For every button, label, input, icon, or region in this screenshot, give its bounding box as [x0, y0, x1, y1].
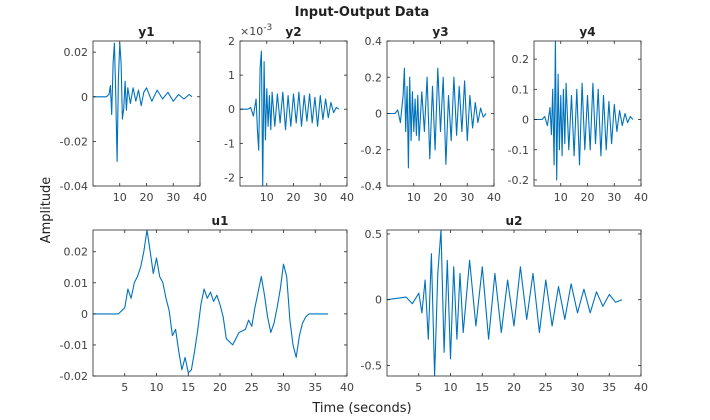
subplot-title: y3	[432, 25, 448, 39]
x-tick-label: 40	[487, 191, 501, 204]
x-tick-label: 40	[340, 191, 354, 204]
y-tick-label: 2	[228, 35, 235, 48]
x-tick-label: 25	[245, 381, 259, 394]
x-tick-label: 5	[415, 381, 422, 394]
x-axis-label: Time (seconds)	[311, 401, 411, 416]
y-tick-label: 0	[522, 114, 529, 127]
subplot-title: u2	[506, 214, 523, 228]
y-tick-label: 0	[375, 108, 382, 121]
y-tick-label: -0.01	[60, 339, 88, 352]
subplot-title: y2	[285, 25, 301, 39]
y-tick-label: 0.1	[512, 83, 530, 96]
y-tick-label: -0.4	[361, 180, 382, 193]
y-tick-label: 0.02	[64, 46, 89, 59]
x-tick-label: 40	[634, 191, 648, 204]
y-tick-label: 0.2	[365, 71, 383, 84]
y-exponent-label: ×10-3	[240, 23, 272, 38]
y-tick-label: 0.4	[365, 35, 383, 48]
y-tick-label: 1	[228, 69, 235, 82]
y-tick-label: -0.02	[60, 370, 88, 383]
x-tick-label: 10	[260, 191, 274, 204]
figure-title: Input-Output Data	[295, 5, 430, 20]
y-tick-label: -0.2	[508, 174, 529, 187]
x-tick-label: 30	[313, 191, 327, 204]
series-line-u1	[93, 230, 328, 374]
y-tick-label: -0.1	[508, 144, 529, 157]
x-tick-label: 15	[475, 381, 489, 394]
x-tick-label: 10	[554, 191, 568, 204]
subplot-u1: 5 10 15 20 25 30 35 40 -0.02 -0.01 0 0.01 0.02 u1	[60, 214, 354, 394]
y-tick-label: 0	[81, 91, 88, 104]
x-tick-label: 40	[634, 381, 648, 394]
subplot-y2: 10 20 30 40 -2 -1 0 1 2 y2 ×10-3	[224, 23, 354, 204]
x-tick-label: 5	[121, 381, 128, 394]
series-line-y1	[93, 42, 193, 163]
y-tick-label: -0.5	[361, 359, 382, 372]
y-tick-label: 0.02	[64, 246, 89, 259]
x-tick-label: 20	[434, 191, 448, 204]
y-tick-label: 0	[81, 308, 88, 321]
y-tick-label: 0.5	[365, 228, 383, 241]
y-tick-label: 0	[228, 103, 235, 116]
x-tick-label: 30	[277, 381, 291, 394]
x-tick-label: 35	[602, 381, 616, 394]
subplot-y4: 10 20 30 40 -0.2 -0.1 0 0.1 0.2 y4	[508, 25, 648, 204]
y-tick-label: -2	[224, 171, 235, 184]
series-line-u2	[387, 230, 623, 376]
y-tick-label: 0.2	[512, 53, 530, 66]
x-tick-label: 30	[571, 381, 585, 394]
y-tick-label: -0.2	[361, 144, 382, 157]
x-tick-label: 15	[181, 381, 195, 394]
x-tick-label: 25	[539, 381, 553, 394]
subplot-u2: 5 10 15 20 25 30 35 40 -0.5 0 0.5 u2	[361, 214, 648, 394]
x-tick-label: 20	[213, 381, 227, 394]
series-line-y4	[534, 41, 634, 181]
subplot-title: y4	[579, 25, 595, 39]
series-line-y2	[240, 50, 340, 186]
y-axis-label: Amplitude	[39, 177, 54, 244]
y-tick-label: -0.02	[60, 135, 88, 148]
y-tick-label: -0.04	[60, 180, 88, 193]
x-tick-label: 10	[150, 381, 164, 394]
x-tick-label: 20	[140, 191, 154, 204]
x-tick-label: 20	[287, 191, 301, 204]
x-tick-label: 20	[581, 191, 595, 204]
x-tick-label: 30	[607, 191, 621, 204]
x-tick-label: 40	[193, 191, 207, 204]
x-tick-label: 35	[308, 381, 322, 394]
series-line-y3	[387, 67, 487, 169]
x-tick-label: 10	[113, 191, 127, 204]
subplot-y1: 10 20 30 40 -0.04 -0.02 0 0.02 y1	[60, 25, 207, 204]
x-tick-label: 10	[444, 381, 458, 394]
subplot-title: u1	[212, 214, 229, 228]
x-tick-label: 30	[166, 191, 180, 204]
subplot-y3: 10 20 30 40 -0.4 -0.2 0 0.2 0.4 y3	[361, 25, 501, 204]
x-tick-label: 40	[340, 381, 354, 394]
x-tick-label: 20	[507, 381, 521, 394]
y-tick-label: 0	[375, 294, 382, 307]
x-tick-label: 30	[460, 191, 474, 204]
subplot-title: y1	[138, 25, 154, 39]
x-tick-label: 10	[407, 191, 421, 204]
y-tick-label: 0.01	[64, 277, 89, 290]
y-tick-label: -1	[224, 137, 235, 150]
